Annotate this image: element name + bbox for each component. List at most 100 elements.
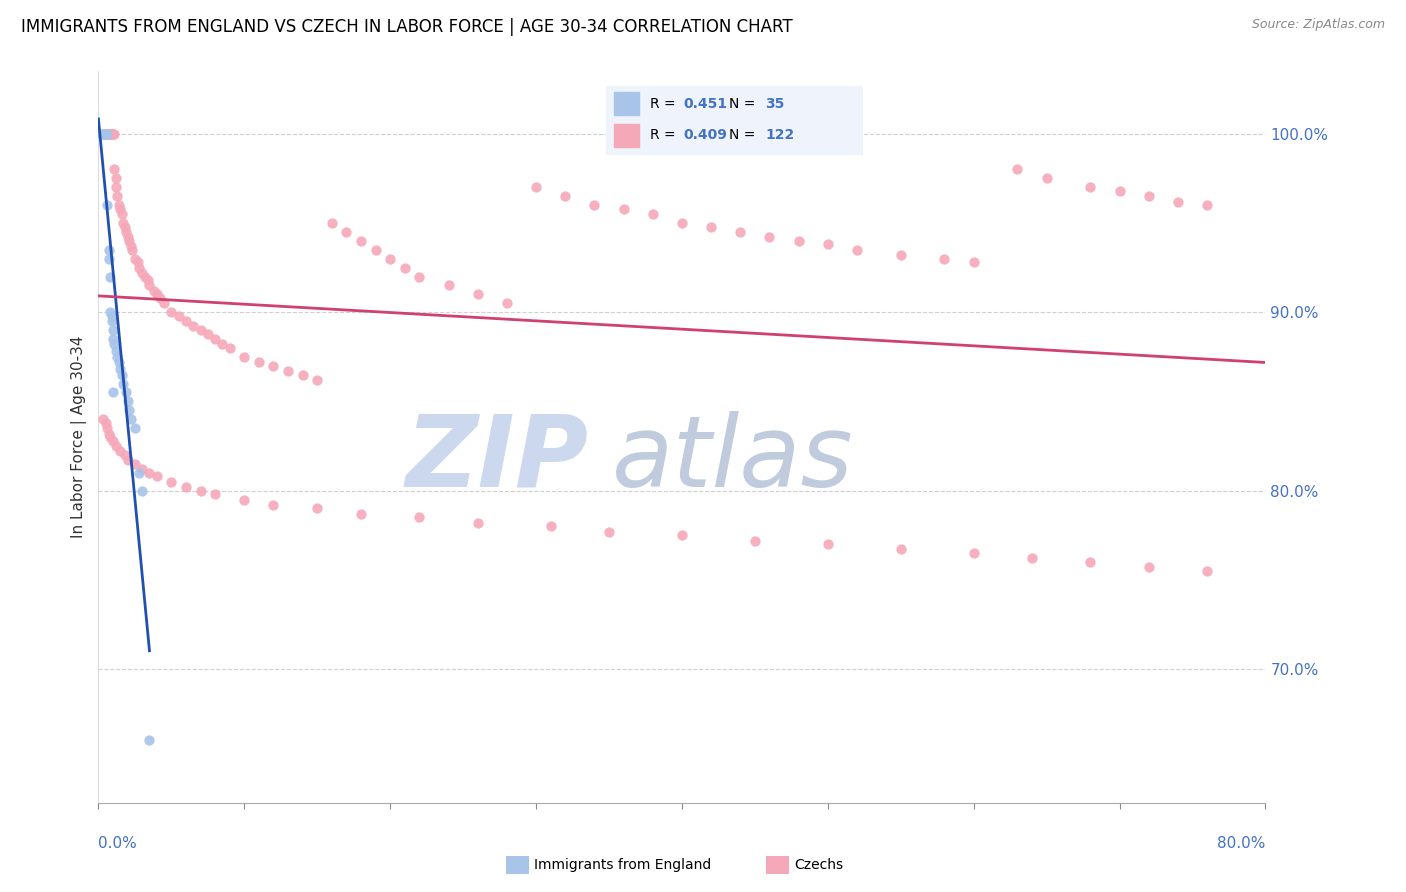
Point — [94, 127, 117, 141]
Y-axis label: In Labor Force | Age 30-34: In Labor Force | Age 30-34 — [72, 335, 87, 539]
Point — [758, 230, 780, 244]
Point — [845, 243, 868, 257]
Point — [101, 127, 124, 141]
Text: R =: R = — [650, 97, 679, 112]
Point — [197, 326, 219, 341]
Point — [1167, 194, 1189, 209]
Point — [94, 127, 117, 141]
Text: ZIP: ZIP — [405, 410, 589, 508]
Point — [110, 362, 132, 376]
Text: 0.451: 0.451 — [683, 97, 727, 112]
Point — [583, 198, 606, 212]
Point — [247, 355, 270, 369]
Point — [124, 421, 146, 435]
Point — [131, 266, 153, 280]
Point — [103, 127, 125, 141]
Point — [104, 344, 127, 359]
Point — [112, 216, 135, 230]
Point — [111, 368, 134, 382]
Point — [307, 501, 329, 516]
Point — [117, 394, 139, 409]
Point — [98, 305, 121, 319]
Point — [104, 439, 127, 453]
Point — [181, 319, 204, 334]
Point — [115, 225, 138, 239]
Point — [138, 278, 160, 293]
Point — [262, 359, 284, 373]
Bar — [614, 92, 640, 115]
Point — [204, 487, 226, 501]
Point — [1021, 551, 1043, 566]
Point — [91, 127, 114, 141]
Text: 0.409: 0.409 — [683, 128, 727, 142]
Point — [467, 287, 489, 301]
Point — [408, 510, 430, 524]
Text: 0.0%: 0.0% — [98, 836, 138, 851]
Point — [700, 219, 723, 234]
Point — [233, 492, 256, 507]
Point — [104, 180, 127, 194]
Point — [103, 337, 125, 351]
Point — [408, 269, 430, 284]
Point — [101, 127, 124, 141]
Point — [1007, 162, 1029, 177]
Point — [93, 127, 115, 141]
Point — [146, 469, 169, 483]
Point — [817, 537, 839, 551]
Text: Immigrants from England: Immigrants from England — [534, 858, 711, 872]
Point — [335, 225, 357, 239]
Point — [554, 189, 576, 203]
Point — [467, 516, 489, 530]
Point — [103, 162, 125, 177]
Point — [1108, 184, 1130, 198]
Point — [120, 239, 142, 253]
Text: 35: 35 — [765, 97, 785, 112]
Point — [350, 234, 373, 248]
Point — [104, 171, 127, 186]
Point — [190, 323, 212, 337]
Point — [394, 260, 416, 275]
Point — [101, 323, 124, 337]
Point — [98, 430, 121, 444]
Point — [118, 403, 141, 417]
Point — [671, 216, 693, 230]
Point — [114, 219, 136, 234]
Point — [100, 314, 122, 328]
Point — [1195, 198, 1218, 212]
Point — [134, 269, 156, 284]
Point — [437, 278, 460, 293]
Point — [350, 507, 373, 521]
Point — [1195, 564, 1218, 578]
Point — [98, 127, 121, 141]
Point — [612, 202, 634, 216]
Point — [94, 127, 117, 141]
Bar — [614, 124, 640, 147]
Point — [93, 127, 115, 141]
Point — [1080, 180, 1102, 194]
Point — [97, 127, 120, 141]
Point — [524, 180, 547, 194]
Point — [94, 127, 117, 141]
Point — [91, 127, 114, 141]
Point — [149, 291, 172, 305]
Point — [787, 234, 810, 248]
Point — [204, 332, 226, 346]
Text: N =: N = — [730, 128, 761, 142]
Point — [108, 198, 131, 212]
Point — [641, 207, 664, 221]
Point — [128, 466, 150, 480]
Point — [321, 216, 343, 230]
Point — [100, 127, 122, 141]
Point — [127, 255, 149, 269]
Point — [138, 733, 160, 747]
Point — [96, 421, 118, 435]
Point — [131, 483, 153, 498]
Point — [817, 237, 839, 252]
Point — [1035, 171, 1057, 186]
Point — [262, 498, 284, 512]
Text: atlas: atlas — [612, 410, 853, 508]
Point — [233, 350, 256, 364]
Point — [110, 444, 132, 458]
Point — [115, 385, 138, 400]
Point — [962, 546, 984, 560]
